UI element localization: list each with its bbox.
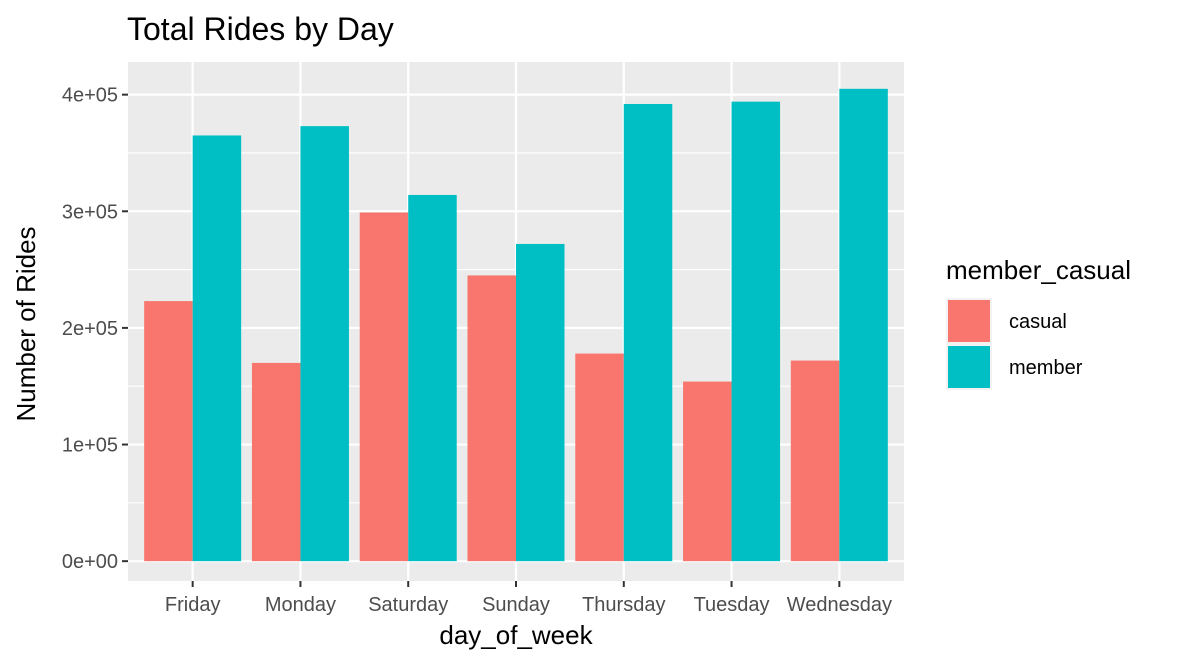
legend-label-casual: casual <box>1009 311 1067 333</box>
bar-casual-saturday <box>359 212 409 562</box>
bar-casual-friday <box>144 301 193 562</box>
x-tick-label-wednesday: Wednesday <box>787 594 892 616</box>
x-tick-label-thursday: Thursday <box>582 594 665 616</box>
y-tick-label: 2e+05 <box>62 318 118 340</box>
legend-key-member <box>948 346 990 388</box>
legend-label-member: member <box>1009 357 1083 379</box>
legend: member_casual casual member <box>946 255 1131 390</box>
x-tick-label-friday: Friday <box>165 594 221 616</box>
bar-member-thursday <box>623 103 673 562</box>
chart-title: Total Rides by Day <box>127 11 394 47</box>
bars <box>144 88 888 562</box>
x-tick-label-monday: Monday <box>265 594 336 616</box>
x-tick-label-sunday: Sunday <box>482 594 550 616</box>
bar-member-friday <box>192 135 242 562</box>
x-axis: Friday Monday Saturday Sunday Thursday Tuesda… <box>165 581 892 616</box>
bar-casual-monday <box>251 362 301 562</box>
bar-casual-tuesday <box>683 381 732 562</box>
bar-member-tuesday <box>731 101 781 562</box>
bar-member-wednesday <box>839 88 888 562</box>
bar-member-saturday <box>408 194 457 562</box>
bar-casual-sunday <box>467 275 516 562</box>
bar-casual-thursday <box>575 353 624 562</box>
legend-key-casual <box>948 300 990 342</box>
legend-title: member_casual <box>946 255 1131 285</box>
bar-casual-wednesday <box>790 360 840 562</box>
x-tick-label-tuesday: Tuesday <box>694 594 770 616</box>
y-tick-label: 1e+05 <box>62 435 118 457</box>
y-axis: 0e+00 1e+05 2e+05 3e+05 4e+05 <box>62 85 128 573</box>
x-tick-label-saturday: Saturday <box>368 594 448 616</box>
x-axis-title: day_of_week <box>439 620 593 650</box>
y-axis-title: Number of Rides <box>11 226 41 421</box>
y-tick-label: 3e+05 <box>62 201 118 223</box>
bar-member-sunday <box>516 243 565 562</box>
y-tick-label: 0e+00 <box>62 551 118 573</box>
y-tick-label: 4e+05 <box>62 85 118 107</box>
bar-member-monday <box>300 126 349 562</box>
